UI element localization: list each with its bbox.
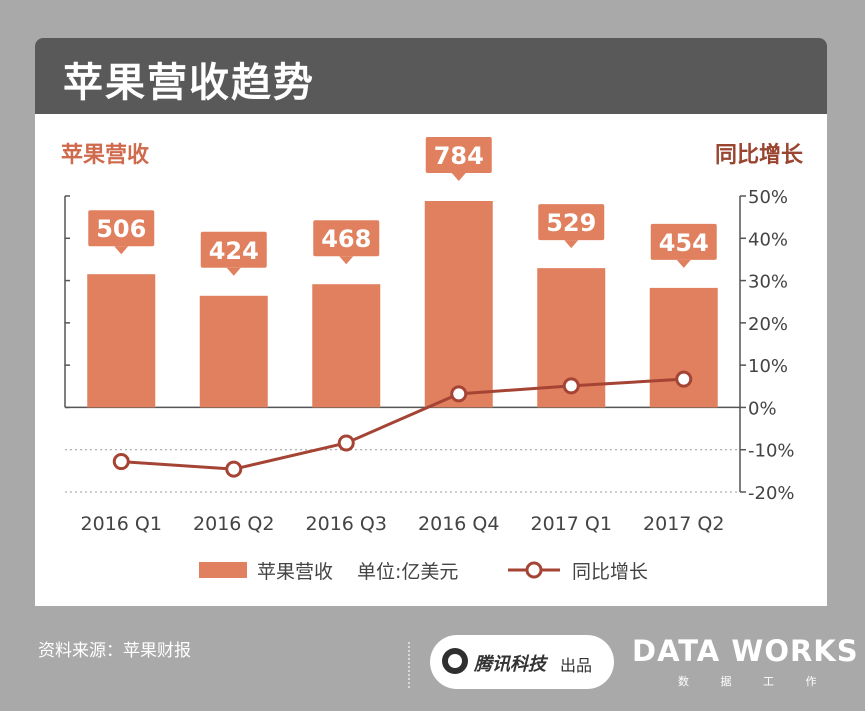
- yoy-growth-point: [337, 434, 355, 452]
- data-label-box: [313, 220, 380, 257]
- data-label-box: [200, 231, 267, 268]
- publisher-logo-icon: [442, 648, 468, 674]
- chart-header: 苹果营收趋势: [35, 38, 827, 114]
- x-axis-label: 2016 Q2: [193, 513, 274, 535]
- data-label: 784: [434, 142, 484, 170]
- legend-line-label: 同比增长: [572, 561, 648, 583]
- publisher-badge: 腾讯科技 出品: [430, 635, 614, 689]
- data-label-pointer: [676, 259, 691, 268]
- data-label: 468: [321, 225, 371, 253]
- data-label-pointer: [339, 256, 354, 265]
- chart-card: 苹果营收趋势 苹果营收 同比增长 506 424 468 784 529 454 50% 4…: [35, 38, 827, 606]
- source-note: 资料来源：苹果财报: [38, 641, 191, 661]
- data-label-box: [538, 204, 605, 241]
- chart-title: 苹果营收趋势: [63, 60, 315, 106]
- legend-bar-unit: 单位:亿美元: [357, 561, 458, 583]
- yoy-growth-point: [675, 370, 693, 388]
- x-axis-label: 2016 Q1: [81, 513, 162, 535]
- right-axis-tick-label: 40%: [748, 229, 788, 250]
- data-label-box: [88, 210, 155, 247]
- bar-2016-Q4: [424, 201, 493, 408]
- legend: 苹果营收 单位:亿美元 同比增长: [199, 561, 648, 583]
- legend-line-marker: [525, 561, 543, 579]
- bar-2016-Q2: [199, 295, 268, 408]
- right-axis-tick-label: 0%: [748, 398, 777, 419]
- footer-divider: [408, 642, 410, 688]
- data-label-pointer: [114, 246, 129, 255]
- left-axis-title: 苹果营收: [61, 142, 149, 168]
- yoy-growth-point: [112, 453, 130, 471]
- right-axis-tick-label: -10%: [748, 441, 795, 462]
- yoy-growth-point: [225, 460, 243, 478]
- bar-2016-Q1: [87, 274, 156, 408]
- data-label: 506: [96, 215, 146, 243]
- legend-bar-label: 苹果营收: [257, 561, 333, 583]
- data-label: 454: [659, 229, 709, 257]
- x-axis-label: 2017 Q2: [643, 513, 724, 535]
- x-axis-label: 2017 Q1: [531, 513, 612, 535]
- data-label-pointer: [451, 173, 466, 181]
- yoy-growth-point: [562, 377, 580, 395]
- data-label: 529: [546, 209, 596, 237]
- data-label-box: [650, 223, 717, 260]
- right-axis-tick-label: 10%: [748, 356, 788, 377]
- bar-2017-Q2: [649, 287, 718, 408]
- publisher-suffix: 出品: [560, 656, 593, 675]
- right-axis-tick-label: 20%: [748, 314, 788, 335]
- publisher-name: 腾讯科技: [474, 654, 546, 675]
- right-axis-tick-label: -20%: [748, 483, 795, 504]
- data-works-subtitle: 数 据 工 作: [678, 675, 831, 688]
- x-axis-label: 2016 Q4: [418, 513, 499, 535]
- combo-chart: 苹果营收 同比增长 506 424 468 784 529 454 50% 40% 30% 20…: [61, 137, 804, 583]
- x-axis-label: 2016 Q3: [306, 513, 387, 535]
- bar-2016-Q3: [312, 284, 381, 408]
- right-axis-tick-label: 50%: [748, 187, 788, 208]
- data-label-box: [425, 137, 492, 173]
- right-axis-title: 同比增长: [715, 142, 804, 168]
- data-works-logo: DATA WORKS: [632, 634, 859, 668]
- legend-bar-swatch: [199, 562, 247, 578]
- yoy-growth-line: [121, 377, 684, 471]
- data-label-pointer: [564, 240, 579, 249]
- data-label-pointer: [226, 267, 241, 276]
- data-label: 424: [209, 237, 259, 265]
- right-axis-tick-label: 30%: [748, 272, 788, 293]
- yoy-growth-point: [450, 385, 468, 403]
